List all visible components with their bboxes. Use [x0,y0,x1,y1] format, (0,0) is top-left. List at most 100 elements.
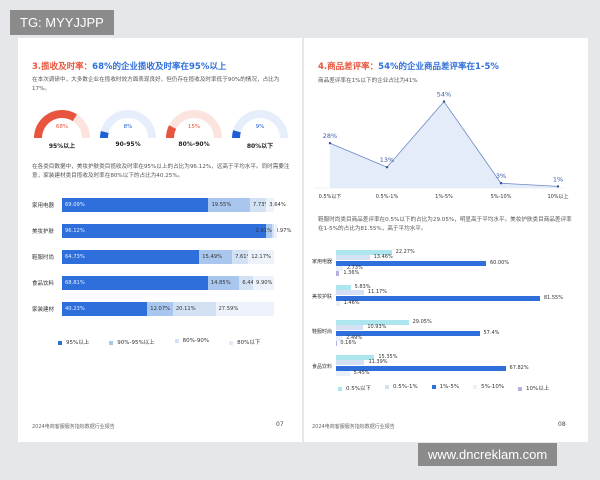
bar-segment: 15.49% [199,250,233,264]
gauge-value: 15% [187,124,201,130]
category-label: 美妆护肤 [32,229,55,235]
category-label: 家装建材 [32,307,55,313]
chart-legend: 95%以上 90%-95%以上 80%-90% 80%以下 [58,338,260,346]
legend-item: 0.5%-1% [384,384,418,392]
category-label: 鞋服时尚 [312,329,333,335]
bar-segment: 19.55% [208,198,250,212]
bar-row: 鞋服时尚 64.73% 15.49% 7.61% 12.17% [32,250,302,264]
bar [336,271,340,277]
bar-label: 5.45% [353,369,370,376]
bar-label: 11.39% [368,359,388,366]
bar-row: 美妆护肤 96.12%2.91%0.97% [32,224,302,238]
legend-item: 10%以上 [518,384,549,392]
bar-segment: 69.09% [62,198,209,212]
gauge-fill [100,131,109,139]
data-label: 13% [380,156,394,164]
legend-swatch [431,384,436,389]
bar-label: 11.17% [367,289,387,296]
legend-swatch [518,386,523,391]
gauge-fill [34,110,77,139]
gauge: 8% 90-95% [98,106,158,156]
bar [336,335,343,341]
legend-label: 10%以上 [526,386,550,392]
gauge-track [100,110,156,139]
gauge-label: 80%以下 [246,143,274,150]
watermark-bottom: www.dncreklam.com [418,443,558,466]
bar [336,260,486,266]
line-chart: 28% 0.5%以下 13% 0.5%-1% 54% 1%-5% 3% 5%-10% 1% 10%… [314,91,569,200]
bar-segment: 7.61% [232,250,252,264]
bar-row: 食品饮料 68.81% 14.85% 6.44% 9.90% [32,276,302,290]
page-08: 4.商品差评率：54%的企业商品差评率在1-5% 商品差评率在1%以下的企业占比… [304,38,588,442]
legend-label: 95%以上 [66,340,90,346]
bar [336,290,364,296]
data-point [499,182,503,185]
bar-label: 0.16% [340,340,357,347]
category-label: 美妆护肤 [312,294,333,300]
data-label: 54% [437,91,451,99]
bar-segment: 14.85% [207,276,240,290]
gauge-value: 9% [255,124,265,130]
chart-legend: 0.5%以下 0.5%-1% 1%-5% 5%-10% 10%以上 [338,384,549,392]
subtitle-text: 商品差评率在1%以下的企业占比为41% [318,78,418,84]
gauge-label: 95%以上 [48,143,76,150]
bar-label: 60.00% [490,259,510,266]
bar-label: 81.55% [543,294,563,301]
category-label: 食品饮料 [32,281,55,287]
category-label: 家用电器 [32,203,55,209]
bar-segment: 27.59% [215,302,274,316]
bar-label: 2.73% [346,264,363,271]
category-label: 家用电器 [312,259,333,265]
gauge-track [232,110,288,139]
legend-item: 95%以上 [58,338,89,346]
bar-segment: 9.90% [253,276,274,290]
bar-label: 1.36% [343,270,360,277]
bar [336,300,340,306]
gauge-label: 90-95% [115,141,141,148]
gauge-fill [232,130,241,139]
bar-label: 57.4% [483,329,500,336]
gauge-value: 8% [123,124,133,130]
page-07: 3.揽收及时率：68%的企业揽收及时率在95%以上 在本次调研中，大多数企业在揽… [18,38,302,442]
legend-label: 1%-5% [439,384,460,390]
data-point [556,185,560,188]
bar-label: 2.49% [346,334,363,341]
bar-label: 29.05% [412,319,432,325]
bar-segment: 12.07% [147,302,173,316]
legend-swatch [229,340,234,345]
bar [336,365,506,371]
bar-segment [274,224,277,238]
bar [336,360,365,366]
gauge-value: 68% [55,124,69,130]
bar-label: 22.27% [395,249,415,255]
bar [336,320,409,325]
section-title: 3.揽收及时率：68%的企业揽收及时率在95%以上 [32,62,227,72]
legend-item: 80%以下 [229,338,260,346]
bar-segment: 2.91% [255,224,272,238]
bar-segment: 7.73% [249,198,269,212]
page-number: 08 [558,421,566,428]
gauge: 15% 80%-90% [164,106,224,156]
legend-label: 90%-95%以上 [117,340,155,346]
legend-item: 5%-10% [473,384,504,392]
category-label: 鞋服时尚 [32,255,55,261]
bar [336,355,375,360]
gauge-fill [166,125,177,139]
footer-text: 2024电商客服服务指标数据行业报告 [312,424,395,430]
x-tick-label: 0.5%以下 [319,194,342,200]
gauge-label: 80%-90% [178,141,210,148]
category-label: 食品饮料 [312,364,333,370]
bar [336,370,350,376]
data-point [385,166,389,169]
legend-swatch [384,384,389,389]
bar [336,255,370,261]
bar [336,250,392,255]
bar-segment: 12.17% [248,250,274,264]
bar [336,265,343,271]
bar-segment: 40.23% [62,302,148,316]
x-tick-label: 5%-10% [491,194,512,200]
watermark-top: TG: MYYJJPP [10,10,114,35]
bar-label: 1.46% [343,299,360,306]
x-tick-label: 1%-5% [435,194,453,200]
bar-label: 67.82% [509,364,529,371]
